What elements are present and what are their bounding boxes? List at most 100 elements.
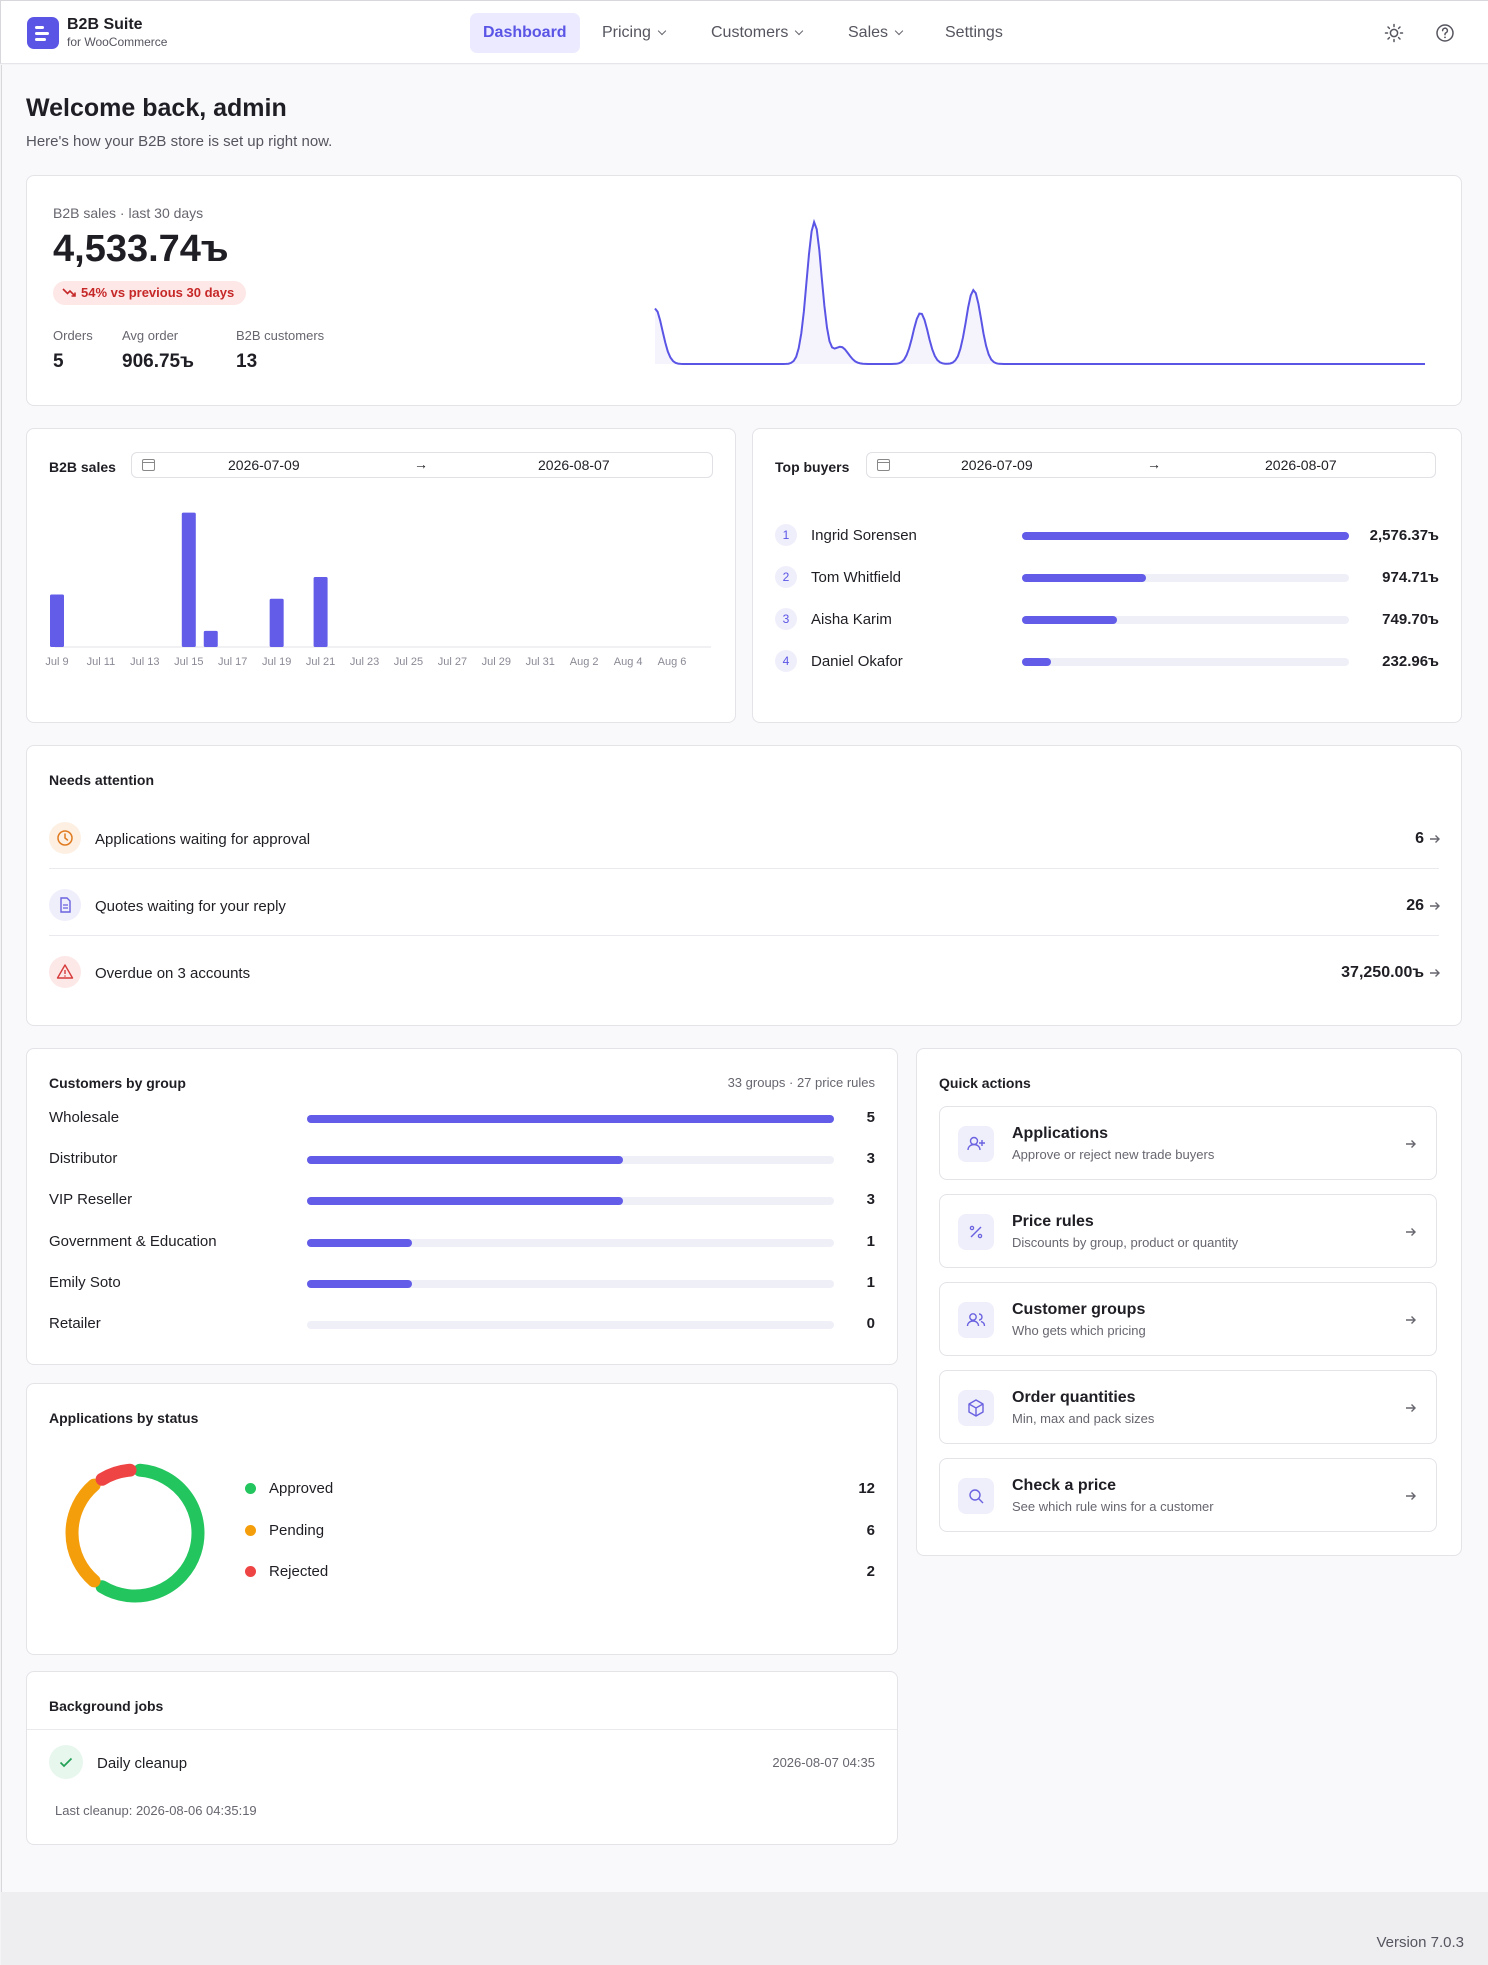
sales-date-range[interactable]: 2026-07-09 → 2026-08-07 <box>131 452 713 478</box>
nav-sales[interactable]: Sales <box>835 13 915 53</box>
group-label: Government & Education <box>49 1232 217 1250</box>
quick-action-customer-groups[interactable]: Customer groups Who gets which pricing <box>939 1282 1437 1356</box>
buyer-rank-badge: 1 <box>775 524 797 546</box>
legend-label: Rejected <box>269 1563 329 1580</box>
logo-icon <box>27 17 59 49</box>
group-count: 1 <box>866 1232 875 1250</box>
nav-customers[interactable]: Customers <box>698 13 815 53</box>
attention-row-applications[interactable]: Applications waiting for approval 6 <box>27 806 1460 873</box>
buyer-amount: 974.71ъ <box>1382 569 1439 586</box>
search-icon <box>958 1478 994 1514</box>
chevron-down-icon <box>894 26 904 36</box>
attention-row-quotes[interactable]: Quotes waiting for your reply 26 <box>27 873 1460 940</box>
job-time: 2026-08-07 04:35 <box>772 1755 875 1770</box>
quick-action-price-rules[interactable]: Price rules Discounts by group, product … <box>939 1194 1437 1268</box>
quick-action-title: Price rules <box>1012 1213 1094 1230</box>
x-tick-label: Jul 31 <box>526 656 555 668</box>
jobs-title: Background jobs <box>49 1698 164 1714</box>
group-count: 1 <box>866 1273 875 1291</box>
arrow-right-icon <box>1406 1140 1416 1148</box>
x-tick-label: Jul 11 <box>87 656 116 668</box>
group-label: VIP Reseller <box>49 1191 133 1209</box>
attention-label: Quotes waiting for your reply <box>95 898 286 915</box>
stat-avg-label: Avg order <box>122 328 179 343</box>
top-buyers-title: Top buyers <box>775 459 850 475</box>
x-tick-label: Jul 17 <box>218 656 247 668</box>
x-tick-label: Aug 4 <box>614 656 643 668</box>
date-to[interactable]: 2026-08-07 <box>538 457 610 473</box>
quick-action-desc: Discounts by group, product or quantity <box>1012 1235 1239 1250</box>
date-from[interactable]: 2026-07-09 <box>228 457 300 473</box>
x-tick-label: Jul 27 <box>438 656 467 668</box>
attention-label: Applications waiting for approval <box>95 831 311 848</box>
help-icon[interactable] <box>1435 23 1455 43</box>
group-count: 5 <box>866 1109 875 1126</box>
buyer-bar <box>1022 532 1349 540</box>
sun-icon[interactable] <box>1384 23 1404 43</box>
bar[interactable] <box>313 577 328 647</box>
stat-customers-label: B2B customers <box>236 328 325 343</box>
group-label: Retailer <box>49 1315 101 1332</box>
nav-dashboard[interactable]: Dashboard <box>470 13 580 53</box>
date-to[interactable]: 2026-08-07 <box>1265 457 1337 473</box>
buyer-name: Daniel Okafor <box>811 653 903 670</box>
trend-down-icon <box>62 288 76 297</box>
attention-row-overdue[interactable]: Overdue on 3 accounts 37,250.00ъ <box>27 940 1460 1007</box>
donut-slice-rejected <box>95 1463 137 1486</box>
quick-action-applications[interactable]: Applications Approve or reject new trade… <box>939 1106 1437 1180</box>
needs-attention-title: Needs attention <box>49 772 155 788</box>
divider <box>49 868 1439 869</box>
group-bar <box>307 1279 413 1288</box>
sparkline-chart <box>654 218 1425 365</box>
x-tick-label: Jul 25 <box>394 656 423 668</box>
arrow-right-icon <box>1430 969 1440 977</box>
buyer-amount: 2,576.37ъ <box>1369 527 1439 544</box>
quick-action-check-price[interactable]: Check a price See which rule wins for a … <box>939 1458 1437 1532</box>
x-tick-label: Jul 13 <box>130 656 159 668</box>
legend-count: 6 <box>866 1521 875 1539</box>
nav-settings[interactable]: Settings <box>945 24 1003 41</box>
quick-action-order-quantities[interactable]: Order quantities Min, max and pack sizes <box>939 1370 1437 1444</box>
buyer-bar-track <box>1022 616 1349 624</box>
buyer-rank-badge: 3 <box>775 608 797 630</box>
buyer-rank-badge: 4 <box>775 650 797 672</box>
top-bar: B2B Suite for WooCommerce Dashboard Pric… <box>0 0 1488 64</box>
buyer-bar-track <box>1022 574 1349 582</box>
group-label: Emily Soto <box>49 1273 121 1291</box>
group-bar <box>307 1197 624 1206</box>
quick-action-desc: Approve or reject new trade buyers <box>1012 1147 1215 1162</box>
bar[interactable] <box>50 594 64 648</box>
group-bar <box>307 1156 624 1165</box>
box-icon <box>958 1390 994 1426</box>
attention-label: Overdue on 3 accounts <box>95 965 251 982</box>
calendar-icon <box>877 459 890 471</box>
buyer-name: Ingrid Sorensen <box>811 527 917 544</box>
legend-count: 2 <box>866 1563 875 1580</box>
x-tick-label: Jul 15 <box>174 656 203 668</box>
bar[interactable] <box>181 512 196 647</box>
buyer-bar-track <box>1022 658 1349 666</box>
quick-actions-title: Quick actions <box>939 1075 1031 1091</box>
bar[interactable] <box>203 630 218 647</box>
stat-orders-label: Orders <box>53 328 93 343</box>
summary-label: B2B sales · last 30 days <box>53 205 204 221</box>
legend-count: 12 <box>858 1480 875 1497</box>
sales-bar-chart: Jul 9 Jul 11 Jul 13 Jul 15 Jul 17 Jul 19 Jul 2… <box>45 512 711 668</box>
bar[interactable] <box>269 598 284 647</box>
sales-summary-card: B2B sales · last 30 days 4,533.74ъ 54% v… <box>26 175 1462 406</box>
attention-count: 37,250.00ъ <box>1341 964 1424 981</box>
group-label: Distributor <box>49 1150 118 1168</box>
group-count: 3 <box>866 1191 875 1209</box>
stat-orders-value: 5 <box>53 351 64 372</box>
nav-pricing[interactable]: Pricing <box>589 13 678 53</box>
group-count: 0 <box>866 1315 875 1332</box>
footer <box>1 1892 1488 1965</box>
divider <box>27 1729 897 1730</box>
date-from[interactable]: 2026-07-09 <box>961 457 1033 473</box>
needs-attention-card: Needs attention Applications waiting for… <box>26 745 1462 1026</box>
x-tick-label: Jul 9 <box>45 656 68 668</box>
buyers-date-range[interactable]: 2026-07-09 → 2026-08-07 <box>866 452 1436 478</box>
quick-action-title: Customer groups <box>1012 1301 1146 1318</box>
divider <box>49 935 1439 936</box>
